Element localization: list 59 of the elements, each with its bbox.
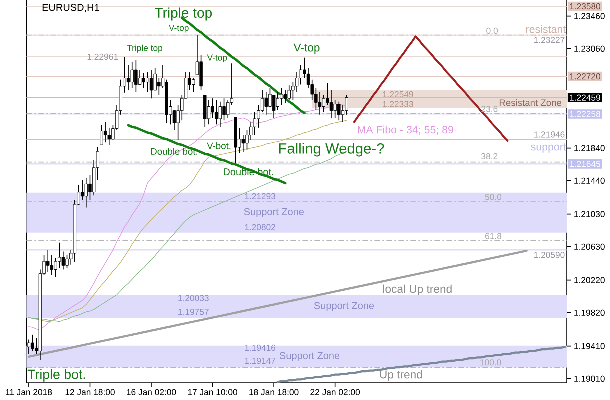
x-tick-label: 16 Jan 02:00 — [127, 389, 176, 396]
annotation: Up trend — [380, 370, 422, 381]
band-label: Resistant Zone — [500, 99, 562, 106]
annotation: support — [531, 144, 566, 153]
band-label: Support Zone — [280, 352, 340, 362]
annotation: Double bot. — [224, 168, 274, 176]
annotation: 0.0 — [486, 28, 498, 34]
annotation: V-bot. — [207, 142, 231, 150]
ref-line-label: 1.23227 — [534, 37, 565, 44]
y-tick-label: 1.19410 — [574, 343, 605, 350]
annotation: 61.8 — [485, 233, 502, 240]
x-tick-label: 12 Jan 18:00 — [66, 389, 115, 396]
annotation: MA Fibo - 34; 55; 89 — [358, 126, 454, 135]
y-tick-label: 1.23060 — [574, 46, 605, 52]
x-tick-label: 11 Jan 2018 — [6, 389, 52, 396]
y-tick-label: 1.19820 — [574, 310, 605, 316]
annotation: 100.0 — [480, 360, 502, 366]
annotation: 1.19147 — [245, 358, 276, 364]
ref-line-label: 1.20590 — [534, 252, 565, 258]
annotation: Triple top — [155, 8, 212, 21]
x-tick-label: 17 Jan 10:00 — [188, 389, 238, 396]
y-tick-label: 1.23460 — [574, 13, 605, 20]
annotation: Triple bot. — [28, 369, 86, 382]
ref-line-label: 1.21946 — [534, 132, 565, 138]
annotation: 1.22549 — [383, 91, 414, 98]
ref-line-label: 1.21645 — [570, 161, 600, 168]
y-tick-label: 1.20220 — [574, 277, 605, 284]
y-tick-label: 1.19010 — [574, 376, 605, 382]
chart-title: EURUSD,H1 — [42, 4, 100, 12]
annotation: V-top — [294, 44, 320, 54]
annotation: resistant — [526, 25, 566, 34]
y-tick-label: 1.21440 — [574, 178, 605, 184]
ref-line-label: 1.22459 — [570, 94, 600, 101]
annotation: 50.0 — [485, 194, 502, 200]
y-tick-label: 1.21840 — [574, 145, 605, 152]
annotation: 1.20033 — [178, 295, 209, 302]
annotation: 23.6 — [482, 106, 498, 112]
annotation: V-top — [207, 54, 228, 63]
annotation: Double bot. — [151, 148, 198, 155]
annotation: 38.2 — [482, 153, 498, 160]
ref-line-label: 1.22961 — [88, 54, 118, 60]
annotation: 1.21293 — [245, 193, 276, 200]
annotation: local Up trend — [383, 284, 452, 296]
annotation: Triple top — [127, 44, 163, 53]
x-tick-label: 22 Jan 02:00 — [310, 389, 360, 396]
annotation: V-top — [169, 25, 189, 33]
y-tick-label: 1.21030 — [574, 211, 605, 218]
band-label: Support Zone — [314, 302, 374, 312]
ref-line-label: 1.22720 — [570, 74, 601, 80]
annotation: 1.22333 — [383, 101, 414, 108]
annotation: 1.20802 — [245, 224, 276, 230]
annotation: 1.19757 — [178, 309, 209, 316]
ref-line-label: 1.22258 — [570, 111, 600, 118]
x-tick-label: 18 Jan 18:00 — [250, 389, 299, 396]
y-tick-label: 1.20630 — [574, 244, 605, 250]
annotation: Falling Wedge-? — [279, 143, 384, 157]
annotation: 1.19416 — [245, 344, 276, 352]
band-label: Support Zone — [244, 208, 304, 218]
ref-line-label: 1.23580 — [570, 3, 601, 10]
